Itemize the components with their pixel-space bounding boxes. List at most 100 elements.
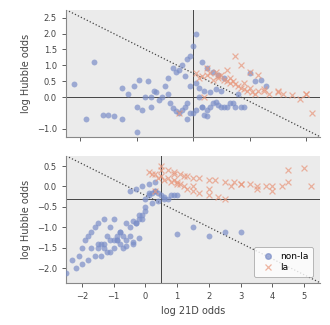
Point	[134, 104, 139, 109]
Point	[79, 245, 84, 251]
Point	[171, 172, 177, 177]
Point	[190, 110, 196, 115]
Point	[92, 254, 97, 259]
Point	[286, 180, 291, 185]
Point	[149, 172, 154, 177]
Point	[100, 112, 105, 117]
Point	[205, 66, 210, 71]
Point	[210, 69, 215, 74]
Point	[303, 91, 309, 97]
Point	[210, 77, 215, 82]
Point	[206, 178, 212, 183]
Point	[207, 71, 213, 76]
Point	[187, 53, 193, 58]
Point	[168, 101, 173, 106]
Point	[197, 190, 202, 195]
Point	[85, 233, 91, 238]
Point	[275, 90, 280, 95]
Point	[224, 79, 230, 84]
Point	[227, 101, 232, 106]
Point	[174, 109, 179, 114]
Point	[197, 176, 202, 181]
Point	[241, 104, 247, 109]
Point	[230, 101, 235, 106]
Point	[79, 262, 84, 267]
Point	[149, 200, 154, 205]
Point	[196, 95, 201, 100]
Point	[145, 79, 150, 84]
Point	[216, 75, 221, 81]
Point	[227, 75, 232, 81]
Point	[227, 80, 232, 85]
Point	[219, 104, 224, 109]
Point	[155, 198, 161, 203]
Point	[159, 163, 164, 169]
Point	[213, 178, 218, 183]
Point	[190, 176, 196, 181]
Point	[254, 184, 259, 189]
Point	[238, 85, 244, 90]
Point	[232, 180, 237, 185]
Point	[117, 229, 123, 234]
Point	[152, 188, 158, 193]
Point	[92, 225, 97, 230]
Point	[114, 237, 119, 242]
Point	[185, 117, 190, 122]
Point	[108, 225, 113, 230]
Point	[247, 71, 252, 76]
Point	[252, 91, 258, 97]
Point	[254, 186, 259, 191]
Point	[176, 110, 182, 115]
Point	[241, 80, 247, 85]
Point	[219, 72, 224, 77]
Point	[302, 165, 307, 171]
Point	[143, 204, 148, 210]
Point	[152, 172, 158, 177]
Point	[162, 194, 167, 199]
Point	[124, 243, 129, 249]
Point	[148, 104, 153, 109]
Point	[190, 188, 196, 193]
Point	[233, 104, 238, 109]
Point	[181, 174, 186, 179]
Point	[178, 182, 183, 187]
Point	[250, 90, 255, 95]
Point	[187, 110, 193, 115]
Point	[205, 72, 210, 77]
Point	[108, 237, 113, 242]
Point	[146, 190, 151, 195]
Point	[264, 83, 269, 88]
Point	[255, 72, 261, 77]
Point	[98, 241, 104, 246]
Point	[76, 254, 82, 259]
Point	[179, 63, 184, 68]
Point	[133, 221, 139, 226]
Point	[258, 77, 263, 82]
Point	[261, 86, 266, 92]
Point	[308, 184, 313, 189]
Point	[171, 170, 177, 175]
Point	[98, 254, 104, 259]
Point	[281, 91, 286, 97]
Point	[255, 88, 261, 93]
Point	[190, 225, 196, 230]
Point	[140, 213, 145, 218]
Point	[162, 178, 167, 183]
Point	[120, 233, 126, 238]
Point	[193, 80, 199, 85]
Point	[179, 107, 184, 112]
Point	[140, 184, 145, 189]
Point	[219, 88, 224, 93]
Point	[286, 167, 291, 173]
Point	[171, 178, 177, 183]
Point	[117, 241, 123, 246]
Point	[127, 225, 132, 230]
Point	[193, 31, 199, 36]
Point	[206, 233, 212, 238]
Point	[263, 184, 269, 189]
Point	[224, 68, 230, 73]
Point	[216, 102, 221, 108]
Point	[165, 176, 170, 181]
Point	[233, 82, 238, 87]
Point	[279, 184, 284, 189]
